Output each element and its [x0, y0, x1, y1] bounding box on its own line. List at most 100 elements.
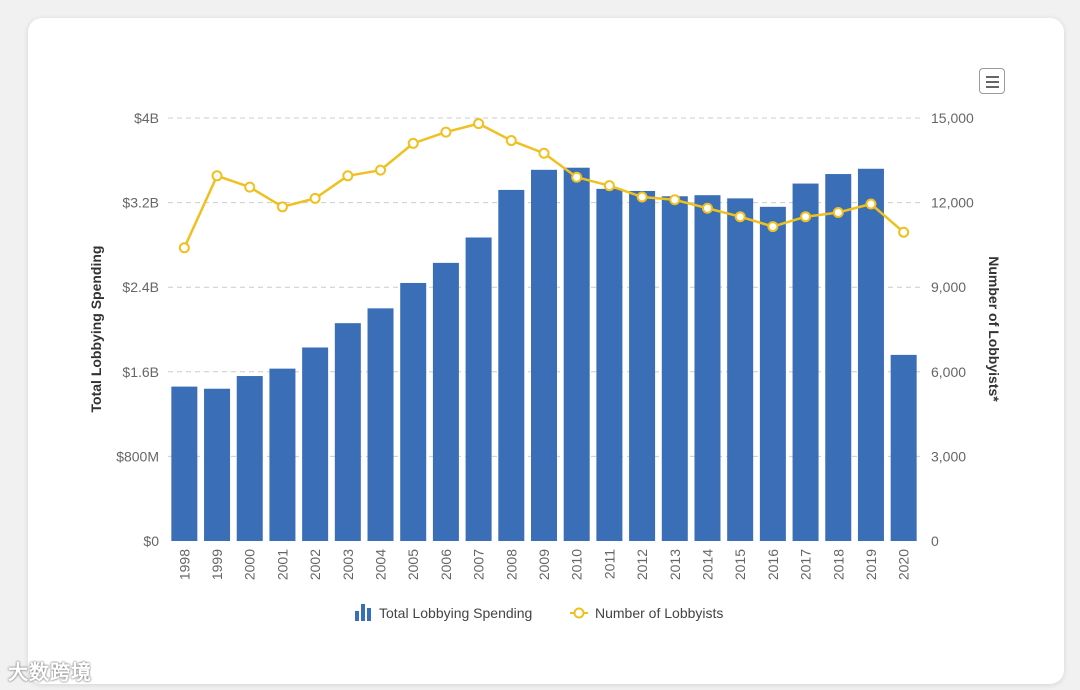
bar-2009	[531, 169, 557, 541]
x-tick-label: 2016	[765, 549, 781, 580]
x-tick-label: 2019	[863, 549, 879, 580]
bar-2001	[269, 368, 296, 541]
point-2019	[865, 198, 877, 210]
bar-2011	[596, 188, 623, 542]
right-tick-label: 9,000	[931, 279, 966, 295]
x-tick-label: 2004	[373, 549, 389, 580]
bar-2010	[563, 167, 590, 541]
point-2020	[898, 226, 910, 238]
x-tick-label: 2013	[667, 549, 683, 580]
bar-2005	[400, 282, 427, 541]
watermark: 大数跨境	[8, 662, 92, 684]
line-series	[178, 118, 910, 254]
x-tick-label: 2000	[242, 549, 258, 580]
bar-2015	[727, 198, 754, 541]
right-axis-ticks: 0 3,000 6,000 9,000 12,000 15,000	[931, 110, 974, 549]
point-2010	[571, 171, 583, 183]
point-2001	[276, 201, 288, 213]
legend: Total Lobbying Spending Number of Lobbyi…	[355, 604, 723, 621]
bar-2003	[334, 323, 361, 541]
left-axis-title: Total Lobbying Spending	[88, 246, 104, 413]
x-tick-label: 2018	[830, 549, 846, 580]
left-tick-label: $0	[143, 533, 159, 549]
bar-1998	[171, 386, 198, 541]
bar-2020	[890, 354, 917, 541]
point-2014	[701, 202, 713, 214]
point-2005	[407, 137, 419, 149]
point-2015	[734, 211, 746, 223]
x-tick-label: 2001	[274, 549, 290, 580]
x-tick-label: 2009	[536, 549, 552, 580]
point-2018	[832, 206, 844, 218]
right-tick-label: 15,000	[931, 110, 974, 126]
left-tick-label: $4B	[134, 110, 159, 126]
point-2013	[669, 194, 681, 206]
bar-2012	[629, 190, 656, 541]
right-tick-label: 6,000	[931, 364, 966, 380]
x-tick-label: 2012	[634, 549, 650, 580]
point-2004	[375, 164, 387, 176]
x-tick-label: 2006	[438, 549, 454, 580]
legend-item-lobbyists[interactable]: Number of Lobbyists	[570, 605, 723, 621]
point-2016	[767, 221, 779, 233]
legend-bar-icon	[367, 608, 371, 621]
x-tick-label: 2010	[569, 549, 585, 580]
x-tick-label: 2017	[798, 549, 814, 580]
left-tick-label: $1.6B	[122, 364, 159, 380]
x-tick-label: 2002	[307, 549, 323, 580]
point-1998	[178, 242, 190, 254]
point-2012	[636, 191, 648, 203]
point-2002	[309, 192, 321, 204]
left-tick-label: $800M	[116, 448, 159, 464]
legend-bar-icon	[361, 604, 365, 621]
bar-2000	[236, 376, 263, 541]
point-2007	[473, 118, 485, 130]
point-2011	[603, 180, 615, 192]
left-tick-label: $3.2B	[122, 195, 159, 211]
point-2009	[538, 147, 550, 159]
point-2000	[244, 181, 256, 193]
right-tick-label: 0	[931, 533, 939, 549]
x-tick-label: 1998	[176, 549, 192, 580]
x-tick-label: 2008	[503, 549, 519, 580]
point-2003	[342, 170, 354, 182]
bar-2013	[661, 196, 688, 541]
x-tick-label: 2011	[601, 549, 617, 579]
bar-2002	[302, 347, 329, 541]
legend-marker-icon	[573, 607, 585, 619]
legend-item-spending[interactable]: Total Lobbying Spending	[355, 604, 532, 621]
bar-2016	[759, 206, 786, 541]
legend-label-lobbyists: Number of Lobbyists	[595, 605, 723, 621]
left-axis-ticks: $0 $800M $1.6B $2.4B $3.2B $4B	[116, 110, 159, 549]
x-tick-label: 2003	[340, 549, 356, 580]
bar-series	[171, 167, 917, 542]
point-2006	[440, 126, 452, 138]
x-tick-label: 2020	[896, 549, 912, 580]
point-2008	[505, 135, 517, 147]
x-axis-ticks: 1998 1999 2000 2001 2002 2003 2004 2005 2006 2007…	[176, 549, 911, 580]
bar-1999	[204, 388, 231, 541]
hamburger-menu-icon[interactable]	[979, 68, 1005, 94]
right-axis-title: Number of Lobbyists*	[986, 256, 1002, 402]
point-1999	[211, 170, 223, 182]
bar-2019	[857, 168, 884, 541]
bar-2014	[694, 195, 721, 541]
right-tick-label: 12,000	[931, 195, 974, 211]
bar-2017	[792, 183, 819, 541]
legend-bar-icon	[355, 611, 359, 621]
x-tick-label: 2015	[732, 549, 748, 580]
left-tick-label: $2.4B	[122, 279, 159, 295]
x-tick-label: 2014	[699, 549, 715, 580]
legend-label-spending: Total Lobbying Spending	[379, 605, 532, 621]
bar-2004	[367, 308, 394, 541]
bar-2008	[498, 189, 525, 541]
x-tick-label: 1999	[209, 549, 225, 580]
right-tick-label: 3,000	[931, 448, 966, 464]
x-tick-label: 2007	[471, 549, 487, 580]
bar-2007	[465, 237, 492, 541]
x-tick-label: 2005	[405, 549, 421, 580]
bar-2018	[825, 174, 852, 542]
bar-2006	[432, 262, 459, 541]
point-2017	[800, 211, 812, 223]
